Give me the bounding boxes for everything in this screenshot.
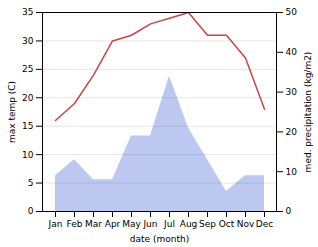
svg-text:5: 5 <box>28 178 34 188</box>
svg-text:Jun: Jun <box>142 219 157 229</box>
svg-text:0: 0 <box>286 206 292 216</box>
svg-text:Oct: Oct <box>219 219 235 229</box>
svg-text:May: May <box>122 219 141 229</box>
svg-text:30: 30 <box>22 36 34 46</box>
svg-text:Sep: Sep <box>199 219 216 229</box>
svg-text:Apr: Apr <box>105 219 121 229</box>
svg-text:med. precipitation (kg/m2): med. precipitation (kg/m2) <box>303 52 313 173</box>
svg-text:20: 20 <box>286 127 298 137</box>
svg-text:0: 0 <box>28 206 34 216</box>
svg-text:Feb: Feb <box>67 219 83 229</box>
svg-text:15: 15 <box>22 121 33 131</box>
svg-text:max temp (C): max temp (C) <box>7 81 17 143</box>
svg-text:date (month): date (month) <box>130 234 189 244</box>
svg-text:10: 10 <box>286 167 298 177</box>
svg-text:10: 10 <box>22 150 34 160</box>
svg-text:30: 30 <box>286 87 298 97</box>
svg-text:Dec: Dec <box>256 219 273 229</box>
svg-text:Nov: Nov <box>237 219 255 229</box>
svg-text:40: 40 <box>286 47 298 57</box>
svg-text:Aug: Aug <box>180 219 198 229</box>
svg-text:25: 25 <box>22 64 33 74</box>
svg-text:20: 20 <box>22 93 34 103</box>
svg-text:35: 35 <box>22 7 33 17</box>
svg-text:50: 50 <box>286 7 298 17</box>
svg-text:Jul: Jul <box>163 219 175 229</box>
svg-text:Jan: Jan <box>48 219 63 229</box>
svg-text:Mar: Mar <box>85 219 102 229</box>
